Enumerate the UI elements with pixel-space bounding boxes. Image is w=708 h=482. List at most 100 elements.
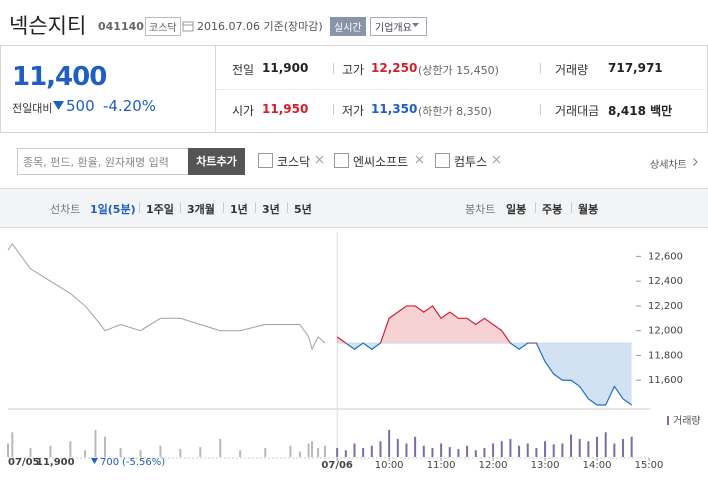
row-divider xyxy=(216,89,706,90)
volume-bar xyxy=(298,451,301,457)
volume-bar xyxy=(94,430,97,457)
volume-bar xyxy=(440,443,443,457)
company-button[interactable]: 기업개요 xyxy=(370,17,427,36)
x-tick-label: 12:00 xyxy=(479,460,508,471)
stat-label: 전일 xyxy=(232,63,255,77)
volume-bar xyxy=(84,450,87,457)
x-tick-label: 15:00 xyxy=(635,460,664,471)
tab[interactable]: 일봉 xyxy=(506,203,527,216)
volume-bar xyxy=(264,448,267,457)
checkbox[interactable] xyxy=(258,153,273,168)
divider xyxy=(333,63,334,74)
volume-bar xyxy=(604,432,607,457)
volume-bar xyxy=(388,430,391,457)
volume-bar xyxy=(307,443,310,457)
tab[interactable]: 3년 xyxy=(262,203,280,216)
volume-bar xyxy=(119,448,122,457)
market-badge: 코스닥 xyxy=(145,17,181,36)
volume-bar xyxy=(362,448,365,457)
volume-bar xyxy=(344,450,347,457)
tab[interactable]: 1일(5분) xyxy=(90,203,136,216)
prev-day-line xyxy=(7,243,326,351)
remove-icon[interactable] xyxy=(415,155,424,164)
volume-bar xyxy=(414,436,417,457)
footer-close: 11,900 xyxy=(36,457,75,468)
volume-bar xyxy=(422,445,425,457)
divider xyxy=(215,46,216,132)
remove-icon[interactable] xyxy=(315,155,324,164)
stat-label: 시가 xyxy=(232,104,255,118)
stat-value: 11,350 xyxy=(371,102,418,116)
compare-item: 컴투스 xyxy=(454,155,488,169)
volume-bar xyxy=(466,445,469,457)
volume-bar xyxy=(578,439,581,457)
stat-note: (하한가 8,350) xyxy=(418,105,492,118)
divider xyxy=(223,202,224,213)
volume-bar xyxy=(561,443,564,457)
volume-bar xyxy=(370,445,373,457)
tab[interactable]: 1주일 xyxy=(146,203,174,216)
x-tick-label: 13:00 xyxy=(531,460,560,471)
volume-bar xyxy=(596,436,599,457)
stat-note: (상한가 15,450) xyxy=(418,64,499,77)
volume-bar xyxy=(104,436,107,457)
y-tick-label: 12,400 xyxy=(648,276,683,287)
detail-link[interactable]: 상세차트 xyxy=(650,160,687,171)
volume-bar xyxy=(219,439,222,457)
today-area xyxy=(337,305,632,405)
divider xyxy=(333,104,334,115)
stat-value: 8,418 백만 xyxy=(608,104,673,118)
volume-bar xyxy=(474,450,477,457)
footer-arrow xyxy=(91,458,98,464)
volume-legend-swatch xyxy=(667,416,669,425)
volume-bar xyxy=(69,441,72,457)
divider xyxy=(139,202,140,213)
today-line xyxy=(336,305,633,406)
volume-bar xyxy=(448,447,451,457)
volume-bar xyxy=(311,441,314,457)
change-label: 전일대비 xyxy=(12,102,53,115)
divider xyxy=(287,202,288,213)
volume-bar xyxy=(509,439,512,457)
stock-name: 넥슨지티 xyxy=(9,14,87,38)
current-price: 11,400 xyxy=(12,62,107,92)
tab[interactable]: 1년 xyxy=(230,203,248,216)
volume-bar xyxy=(336,448,339,457)
chevron-icon xyxy=(693,158,698,166)
volume-bar xyxy=(239,450,242,457)
divider xyxy=(535,202,536,213)
volume-bar xyxy=(11,432,14,457)
stat-value: 11,900 xyxy=(262,61,309,75)
add-chart-button[interactable]: 차트추가 xyxy=(188,148,245,175)
footer-date: 07/05 xyxy=(8,457,40,468)
realtime-button[interactable]: 실시간 xyxy=(330,17,366,36)
x-tick-label: 07/06 xyxy=(321,460,353,471)
x-tick-label: 14:00 xyxy=(583,460,612,471)
volume-bar xyxy=(457,448,460,457)
y-tick-label: 12,600 xyxy=(648,251,683,262)
x-tick-label: 11:00 xyxy=(427,460,456,471)
compare-item: 코스닥 xyxy=(277,155,311,169)
stock-code: 041140 xyxy=(98,20,144,33)
y-tick-label: 12,000 xyxy=(648,326,683,337)
volume-bar xyxy=(353,443,356,457)
tab[interactable]: 월봉 xyxy=(578,203,599,216)
tab[interactable]: 3개월 xyxy=(187,203,215,216)
divider xyxy=(540,63,541,74)
checkbox[interactable] xyxy=(334,153,349,168)
stat-value: 12,250 xyxy=(371,61,418,75)
stat-value: 11,950 xyxy=(262,102,309,116)
volume-bar xyxy=(570,434,573,457)
tab[interactable]: 주봉 xyxy=(542,203,563,216)
volume-bar xyxy=(396,439,399,457)
tab-group-label: 선차트 xyxy=(50,203,81,216)
stat-label: 저가 xyxy=(342,104,365,118)
checkbox[interactable] xyxy=(435,153,450,168)
volume-bar xyxy=(317,448,320,457)
date: 2016.07.06 기준(장마감) xyxy=(197,20,323,33)
footer-change-pct: (-5.56%) xyxy=(122,457,165,468)
down-arrow xyxy=(53,101,64,110)
tab[interactable]: 5년 xyxy=(294,203,312,216)
remove-icon[interactable] xyxy=(492,155,501,164)
